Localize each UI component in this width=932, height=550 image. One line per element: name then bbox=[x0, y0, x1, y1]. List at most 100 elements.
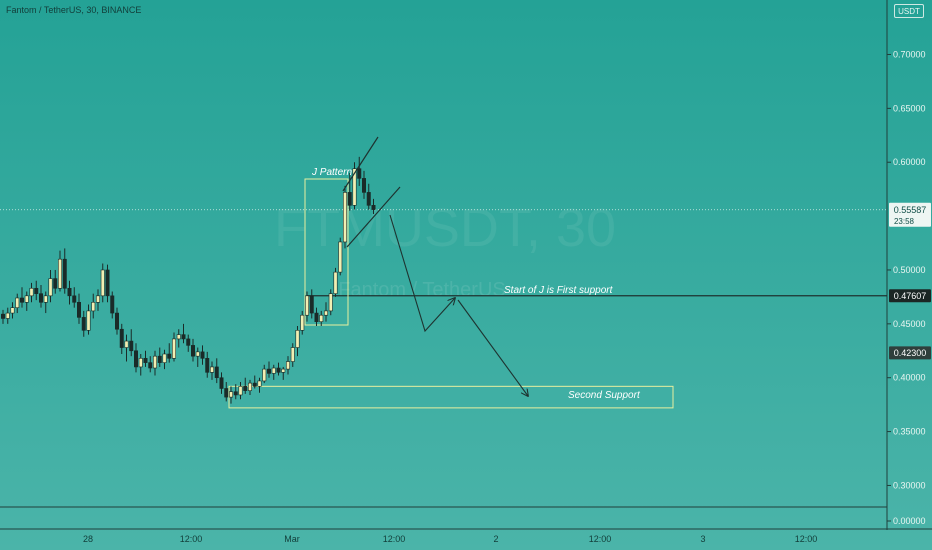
candle-body bbox=[129, 340, 134, 352]
candle-body bbox=[309, 295, 314, 314]
candle-body bbox=[300, 314, 305, 331]
candle-body bbox=[357, 168, 362, 179]
candle-body bbox=[24, 295, 29, 303]
candle-body bbox=[361, 178, 366, 193]
marker-price-tag bbox=[889, 346, 931, 360]
time-tick-label: Mar bbox=[284, 534, 300, 544]
candle-body bbox=[53, 278, 58, 289]
candle-body bbox=[181, 334, 186, 340]
watermark-symbol: FTMUSDT, 30 bbox=[274, 198, 616, 258]
candle-body bbox=[124, 340, 129, 348]
candles bbox=[0, 156, 376, 404]
channel-lower-line[interactable] bbox=[346, 186, 401, 248]
second-projection-arrow[interactable] bbox=[457, 299, 528, 396]
channel-upper-line[interactable] bbox=[342, 136, 379, 192]
time-tick-label: 12:00 bbox=[589, 534, 612, 544]
candle-body bbox=[257, 380, 262, 387]
last-price-tag bbox=[889, 202, 931, 227]
price-tick-label: 0.70000 bbox=[893, 49, 926, 59]
candle-body bbox=[153, 355, 158, 369]
candle-body bbox=[205, 358, 210, 373]
candle-body bbox=[285, 361, 290, 370]
candle-body bbox=[352, 168, 357, 206]
candle-body bbox=[266, 368, 271, 374]
currency-unit-button[interactable]: USDT bbox=[894, 4, 924, 18]
candle-body bbox=[167, 353, 172, 359]
time-tick-label: 12:00 bbox=[180, 534, 203, 544]
candle-body bbox=[138, 358, 143, 368]
candle-body bbox=[371, 205, 376, 210]
second-support-label: Second Support bbox=[568, 390, 641, 401]
first-projection-arrow[interactable] bbox=[389, 214, 455, 333]
candle-body bbox=[34, 287, 39, 294]
candle-body bbox=[328, 293, 333, 312]
candle-body bbox=[319, 314, 324, 322]
candle-body bbox=[148, 362, 153, 369]
candle-body bbox=[290, 347, 295, 362]
candle-body bbox=[38, 293, 43, 303]
price-tick-label: 0.40000 bbox=[893, 373, 926, 383]
symbol-header: Fantom / TetherUS, 30, BINANCE bbox=[6, 5, 142, 15]
candle-body bbox=[105, 269, 110, 297]
candle-body bbox=[338, 241, 343, 273]
last-price-value: 0.55587 bbox=[894, 205, 927, 215]
price-tick-label: 0.00000 bbox=[893, 516, 926, 526]
candle-body bbox=[81, 317, 86, 331]
candle-body bbox=[248, 382, 253, 391]
candle-body bbox=[233, 391, 238, 396]
candle-body bbox=[176, 334, 181, 340]
candle-body bbox=[119, 328, 124, 348]
support-price-value: 0.47607 bbox=[894, 291, 927, 301]
candle-body bbox=[243, 386, 248, 391]
candle-body bbox=[86, 310, 91, 331]
time-axis[interactable]: 28 12:00 Mar 12:00 2 12:00 3 12:00 bbox=[83, 534, 817, 544]
candle-body bbox=[200, 351, 205, 359]
candle-body bbox=[219, 377, 224, 389]
price-tick-label: 0.50000 bbox=[893, 265, 926, 275]
price-axis[interactable]: 0.70000 0.65000 0.60000 0.50000 0.45000 0.400… bbox=[887, 49, 926, 526]
time-tick-label: 12:00 bbox=[383, 534, 406, 544]
candle-body bbox=[195, 351, 200, 357]
candle-body bbox=[347, 192, 352, 206]
candle-body bbox=[115, 312, 120, 330]
candle-body bbox=[238, 386, 243, 396]
candle-body bbox=[304, 295, 309, 316]
candle-body bbox=[262, 368, 267, 382]
candle-body bbox=[210, 366, 215, 373]
candle-body bbox=[295, 330, 300, 348]
price-tick-label: 0.30000 bbox=[893, 480, 926, 490]
candle-body bbox=[191, 345, 196, 357]
pattern-label: J Pattern bbox=[311, 167, 352, 178]
candle-body bbox=[110, 295, 115, 314]
candle-body bbox=[48, 278, 53, 297]
candle-body bbox=[186, 338, 191, 346]
candle-body bbox=[100, 269, 105, 297]
first-support-label: Start of J is First support bbox=[504, 285, 614, 296]
candle-body bbox=[134, 350, 139, 368]
candle-body bbox=[172, 338, 177, 359]
candle-body bbox=[67, 287, 72, 297]
candle-body bbox=[0, 313, 6, 319]
candle-body bbox=[19, 297, 24, 303]
candle-body bbox=[143, 358, 148, 363]
candle-body bbox=[276, 367, 281, 373]
j-pattern-box[interactable] bbox=[304, 178, 349, 326]
price-tick-label: 0.60000 bbox=[893, 157, 926, 167]
candle-body bbox=[224, 388, 229, 398]
candle-body bbox=[62, 258, 67, 289]
candle-body bbox=[96, 295, 101, 303]
candle-body bbox=[281, 368, 286, 373]
candle-body bbox=[57, 258, 62, 289]
candle-body bbox=[323, 310, 328, 316]
candle-body bbox=[15, 297, 20, 308]
price-tick-label: 0.65000 bbox=[893, 103, 926, 113]
candle-body bbox=[5, 312, 10, 319]
candle-body bbox=[10, 307, 15, 314]
time-tick-label: 2 bbox=[493, 534, 498, 544]
candle-body bbox=[157, 355, 162, 363]
candle-body bbox=[72, 295, 77, 303]
watermark-name: Fantom / TetherUS bbox=[338, 279, 505, 301]
